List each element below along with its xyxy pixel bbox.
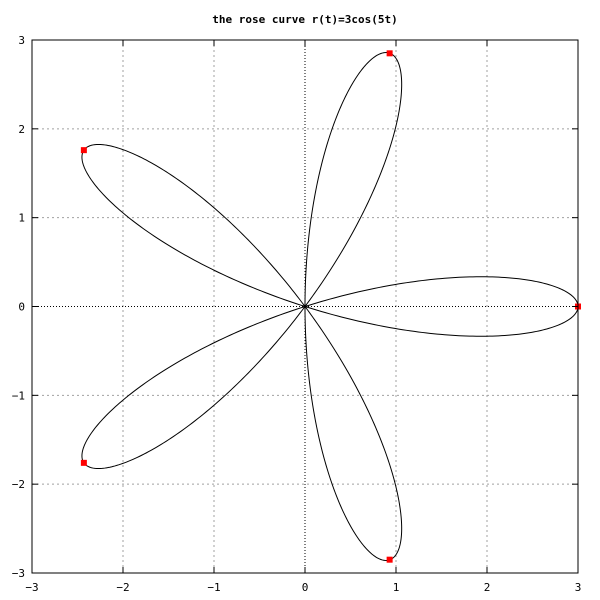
x-tick-label: 0 — [302, 581, 309, 594]
tip-point — [386, 556, 393, 563]
tick-marks — [31, 39, 579, 574]
y-tick-label: −1 — [12, 389, 25, 402]
chart-title: the rose curve r(t)=3cos(5t) — [212, 13, 397, 26]
curve-layer — [81, 52, 579, 561]
y-tick-label: 1 — [18, 212, 25, 225]
tick-labels: −3 −2 −1 0 1 2 3 −3 −2 −1 0 1 2 3 — [12, 34, 582, 594]
tip-point — [80, 147, 87, 154]
y-tick-label: 3 — [18, 34, 25, 47]
y-tick-label: 2 — [18, 123, 25, 136]
x-tick-label: −2 — [116, 581, 129, 594]
y-tick-label: 0 — [18, 301, 25, 314]
x-tick-label: −1 — [207, 581, 220, 594]
y-tick-label: −3 — [12, 567, 25, 580]
tip-point — [386, 50, 393, 57]
y-tick-label: −2 — [12, 478, 25, 491]
x-tick-label: 1 — [393, 581, 400, 594]
tip-points — [80, 50, 581, 563]
tip-point — [80, 459, 87, 466]
x-tick-label: 3 — [575, 581, 582, 594]
rose-curve-line — [81, 52, 579, 561]
x-tick-label: −3 — [25, 581, 38, 594]
x-tick-label: 2 — [484, 581, 491, 594]
